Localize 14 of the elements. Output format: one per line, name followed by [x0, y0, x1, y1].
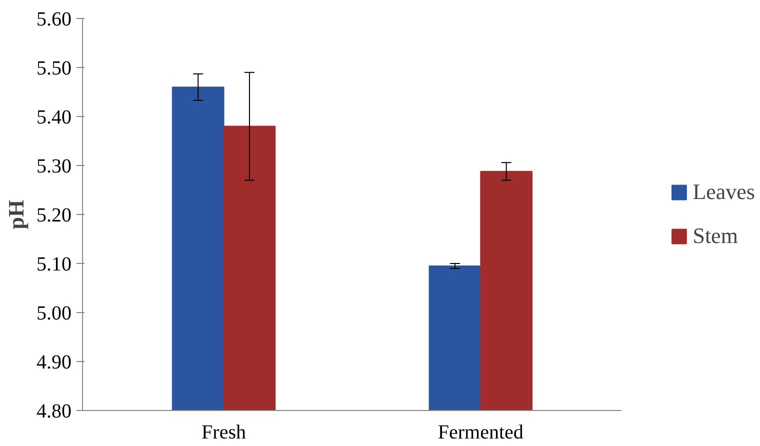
y-tick-label: 4.90	[36, 352, 72, 374]
x-tick-label: Fermented	[438, 422, 524, 444]
y-axis-title: pH	[4, 200, 28, 230]
legend-label: Stem	[692, 223, 738, 249]
x-tick-label: Fresh	[202, 422, 246, 444]
y-tick-label: 5.30	[36, 156, 72, 178]
y-tick-label: 5.20	[36, 204, 72, 226]
y-tick-label: 5.00	[36, 302, 72, 324]
legend-label: Leaves	[692, 179, 755, 205]
y-tick-label: 5.10	[36, 254, 72, 276]
y-tick-label: 5.40	[36, 106, 72, 128]
y-tick-label: 4.80	[36, 400, 72, 422]
y-tick-label: 5.50	[36, 58, 72, 80]
y-tick-label: 5.60	[36, 8, 72, 30]
